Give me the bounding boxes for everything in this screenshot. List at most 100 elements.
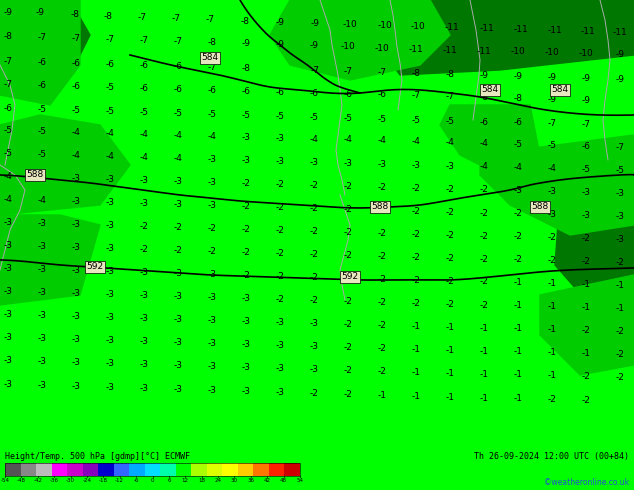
Text: -9: -9 [4, 8, 13, 18]
Text: -3: -3 [139, 269, 148, 277]
Text: -3: -3 [616, 236, 624, 245]
Text: -9: -9 [616, 75, 624, 84]
Text: -8: -8 [70, 10, 79, 20]
Text: -6: -6 [105, 60, 115, 70]
Text: -2: -2 [309, 227, 318, 237]
Text: 36: 36 [247, 478, 254, 483]
Text: -2: -2 [344, 274, 353, 283]
Text: -7: -7 [174, 38, 183, 47]
Text: -1: -1 [446, 393, 455, 402]
Text: 24: 24 [214, 478, 221, 483]
Text: -1: -1 [548, 279, 557, 289]
Text: -3: -3 [242, 294, 250, 303]
Text: -1: -1 [616, 281, 624, 291]
Text: -3: -3 [105, 360, 115, 368]
Text: -3: -3 [4, 311, 13, 319]
Text: -5: -5 [4, 126, 13, 135]
Text: -2: -2 [378, 229, 387, 239]
Text: -2: -2 [344, 205, 353, 215]
Text: -5: -5 [37, 150, 46, 159]
Text: -9: -9 [276, 19, 285, 27]
Text: -3: -3 [105, 198, 115, 207]
Text: -1: -1 [548, 302, 557, 312]
Text: -5: -5 [242, 112, 250, 121]
Text: -3: -3 [344, 159, 353, 169]
Text: -3: -3 [72, 290, 81, 298]
Text: 18: 18 [198, 478, 205, 483]
Text: -2: -2 [174, 223, 183, 232]
Text: -54: -54 [1, 478, 10, 483]
Bar [113, 463, 129, 476]
Polygon shape [370, 0, 634, 75]
Text: -2: -2 [479, 186, 488, 195]
Text: -5: -5 [411, 117, 420, 125]
Text: -8: -8 [479, 94, 489, 102]
Text: -30: -30 [66, 478, 75, 483]
Text: -6: -6 [37, 58, 46, 68]
Text: -3: -3 [105, 384, 115, 392]
Text: -3: -3 [37, 357, 46, 367]
Text: -2: -2 [616, 258, 624, 268]
Text: 6: 6 [167, 478, 171, 483]
Text: -5: -5 [139, 108, 148, 118]
Text: -2: -2 [242, 271, 250, 280]
Text: -2: -2 [514, 209, 522, 219]
Text: -6: -6 [276, 89, 285, 98]
Text: -1: -1 [514, 301, 522, 311]
Text: -3: -3 [37, 335, 46, 343]
Text: -4: -4 [72, 151, 81, 160]
Text: -2: -2 [139, 245, 148, 254]
Text: -9: -9 [479, 72, 489, 80]
Text: -6: -6 [174, 63, 183, 72]
Text: -9: -9 [548, 74, 557, 82]
Text: -10: -10 [375, 45, 389, 53]
Text: -7: -7 [4, 57, 13, 67]
Text: -3: -3 [616, 190, 624, 198]
Text: -3: -3 [174, 200, 183, 209]
Text: -11: -11 [443, 47, 457, 55]
Text: -3: -3 [309, 319, 318, 328]
Text: -2: -2 [207, 224, 216, 233]
Text: -48: -48 [17, 478, 26, 483]
Text: -3: -3 [207, 178, 216, 188]
Text: -1: -1 [581, 280, 590, 290]
Text: -3: -3 [174, 386, 183, 394]
Text: -11: -11 [409, 46, 424, 54]
Text: -7: -7 [4, 80, 13, 90]
Text: -3: -3 [207, 155, 216, 165]
Polygon shape [440, 105, 540, 175]
Text: -2: -2 [514, 255, 522, 265]
Text: -3: -3 [139, 199, 148, 208]
Text: -5: -5 [105, 83, 115, 93]
Text: -2: -2 [616, 327, 624, 337]
Text: -7: -7 [138, 14, 146, 23]
Text: -3: -3 [174, 339, 183, 347]
Text: -6: -6 [4, 104, 13, 114]
Text: -11: -11 [477, 48, 491, 56]
Text: -3: -3 [37, 220, 46, 228]
Text: -5: -5 [377, 116, 387, 124]
Text: -6: -6 [514, 119, 522, 127]
Text: -3: -3 [72, 358, 81, 368]
Text: 592: 592 [86, 263, 103, 271]
Text: -2: -2 [479, 209, 488, 219]
Text: -2: -2 [344, 391, 353, 399]
Text: -6: -6 [72, 59, 81, 69]
Text: -2: -2 [514, 232, 522, 242]
Text: -3: -3 [242, 341, 250, 349]
Text: -2: -2 [276, 226, 285, 236]
Text: -2: -2 [378, 275, 387, 285]
Text: 54: 54 [297, 478, 304, 483]
Text: -4: -4 [446, 139, 455, 147]
Text: -3: -3 [139, 338, 148, 346]
Text: 588: 588 [531, 202, 548, 212]
Text: -4: -4 [139, 130, 148, 140]
Text: -1: -1 [514, 370, 522, 379]
Text: -2: -2 [581, 326, 590, 336]
Text: -3: -3 [72, 336, 81, 344]
Text: -6: -6 [242, 88, 250, 97]
Text: -2: -2 [548, 395, 557, 404]
Text: -5: -5 [548, 142, 557, 150]
Text: -8: -8 [207, 39, 216, 48]
Text: -1: -1 [446, 346, 455, 355]
